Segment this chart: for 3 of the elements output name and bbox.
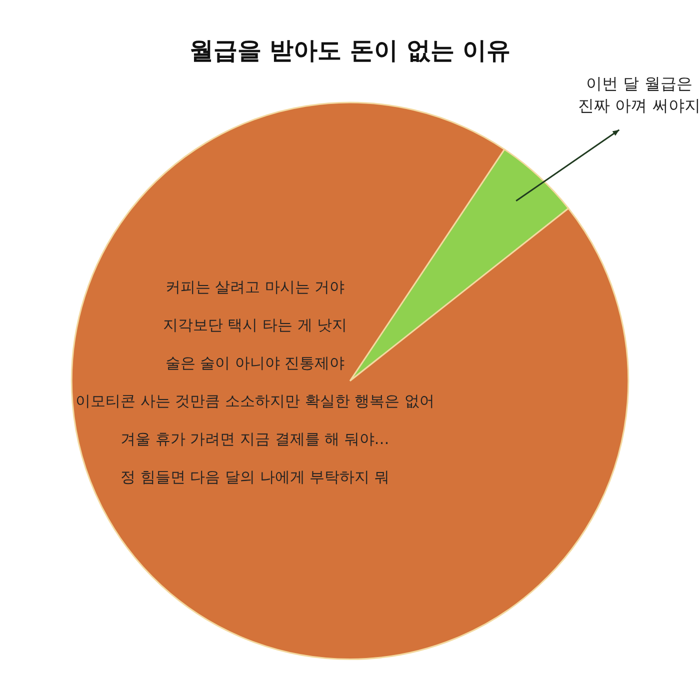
category-label: 커피는 살려고 마시는 거야 지각보단 택시 타는 게 낫지 술은 술이 아니야 진통제야 이모티콘 사는 것만큼 소소하지만 확실한 행복은 없어 겨울 휴가 가려면 지금 결제를 해 둬야… 정 힘들면 다음 달의 나에게 부탁하지 뭐 — [76, 278, 434, 486]
chart-title: 월급을 받아도 돈이 없는 이유 — [189, 36, 511, 65]
slice-label: 이번 달 월급은 진짜 아껴 써야지 — [578, 74, 700, 116]
